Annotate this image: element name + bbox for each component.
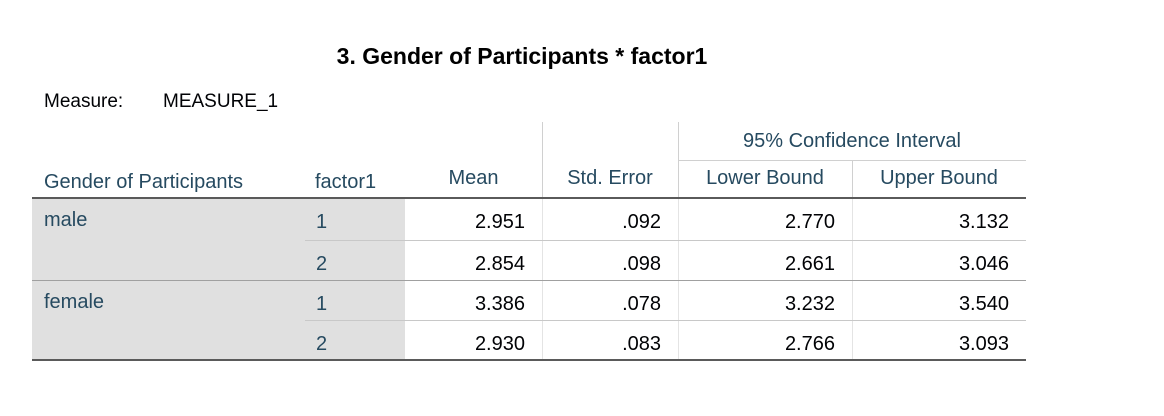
factor-label: 1 [316,293,328,315]
cell: 2.951 [474,211,525,233]
cell: 3.093 [958,333,1009,355]
column-header: Mean [448,167,499,189]
h-line [305,240,1026,241]
column-header: Gender of Participants [44,171,243,193]
h-line [32,280,1026,281]
title: 3. Gender of Participants * factor1 [336,43,708,69]
column-header: factor1 [315,171,377,193]
factor-label: 2 [316,333,328,355]
h-line [32,359,1026,361]
group-label: female [44,291,105,313]
column-header: Lower Bound [706,167,824,189]
cell: .092 [622,211,661,233]
v-line [852,160,853,198]
v-line [542,122,543,198]
cell: .078 [622,293,661,315]
h-line [678,160,1026,161]
group-label: male [44,209,88,231]
column-header: Std. Error [567,167,653,189]
measure-value: MEASURE_1 [163,91,279,112]
factor-label: 2 [316,253,328,275]
cell: 3.232 [784,293,835,315]
cell: .098 [622,253,661,275]
cell: 2.854 [474,253,525,275]
row-label-bg [32,198,405,360]
cell: 2.770 [784,211,835,233]
cell: 3.046 [958,253,1009,275]
cell: 3.386 [474,293,525,315]
v-line [678,198,679,360]
cell: 2.661 [784,253,835,275]
cell: 2.930 [474,333,525,355]
cell: 3.132 [958,211,1009,233]
cell: 2.766 [784,333,835,355]
factor-label: 1 [316,211,328,233]
cell: 3.540 [958,293,1009,315]
h-line [32,197,1026,199]
span-header: 95% Confidence Interval [743,130,961,152]
cell: .083 [622,333,661,355]
v-line [542,198,543,360]
measure-label: Measure: [44,91,124,112]
v-line [852,198,853,360]
column-header: Upper Bound [880,167,998,189]
h-line [305,320,1026,321]
